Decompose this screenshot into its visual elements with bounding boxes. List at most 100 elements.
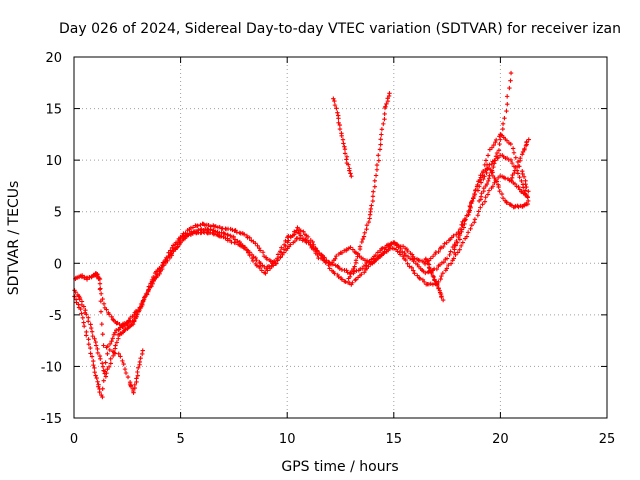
chart-title: Day 026 of 2024, Sidereal Day-to-day VTE… [59,21,621,37]
data-point [332,271,337,276]
data-point [466,212,471,218]
data-point [362,230,367,235]
y-tick-label: 5 [54,206,62,221]
data-point [238,244,244,249]
data-point [409,265,414,271]
data-point [441,260,447,265]
data-point [337,122,342,128]
data-point [247,250,252,255]
data-point [353,277,358,283]
data-point [526,189,531,194]
data-point [136,309,142,314]
data-point [181,231,186,236]
data-point [108,361,113,366]
data-point [93,343,99,348]
data-point [337,126,343,132]
data-point [360,236,366,242]
data-point [428,268,433,273]
data-point [84,333,89,338]
data-point [458,243,464,249]
data-point [359,272,364,277]
data-point [190,225,196,230]
data-point [301,229,306,234]
data-point [381,121,386,127]
data-point [508,178,514,183]
data-point [352,264,357,269]
data-point [107,347,112,353]
data-point [417,276,423,281]
data-point [110,353,116,359]
data-point [77,297,82,302]
data-point [498,132,504,137]
data-point [524,139,529,145]
data-point [481,176,486,182]
data-point [357,244,363,249]
data-point [504,94,510,99]
data-point [108,356,113,362]
data-point [505,101,510,107]
data-point [455,240,460,245]
data-point [332,98,337,104]
data-point [175,238,181,244]
data-point [92,365,97,371]
data-point [330,262,336,267]
data-point [147,285,153,290]
data-point [104,307,109,312]
data-point [497,189,502,194]
data-point [438,276,443,282]
data-point [422,261,428,267]
data-point [440,297,446,303]
data-point [353,258,359,263]
data-point [110,336,115,341]
data-point [375,250,381,255]
data-point [451,233,456,239]
data-point [526,137,531,142]
data-point [377,147,383,152]
data-point [134,314,139,319]
y-tick-label: -10 [41,360,62,375]
data-point [138,355,143,361]
data-point [460,240,466,245]
data-point [364,260,369,266]
data-point [384,101,389,107]
data-point [382,116,387,122]
data-point [487,173,492,178]
data-point [448,261,454,266]
data-point [500,121,506,127]
data-point [467,208,472,213]
data-point [350,247,356,252]
data-point [335,110,340,115]
tick-layer: 0 5 10 15 20 25 -15 -10 -5 0 5 10 15 20 [41,51,616,447]
data-point [405,248,410,254]
data-point [101,343,106,348]
data-point [498,137,503,142]
data-point [81,324,87,329]
data-point [279,245,284,250]
data-point [475,213,481,218]
data-point [104,371,109,376]
data-point [522,146,527,152]
data-point [121,361,126,367]
data-point [492,158,498,163]
data-point [168,252,173,257]
data-point [491,142,496,148]
data-point [89,354,95,359]
data-point [479,191,484,196]
data-point [450,244,456,250]
y-axis-label: SDTVAR / TECUs [6,181,22,296]
data-point [347,168,352,173]
data-point [521,174,527,180]
data-point [421,279,427,285]
data-point [201,229,206,234]
data-point [515,171,521,176]
data-point [125,374,131,380]
data-point [88,322,93,327]
data-point [336,274,341,280]
data-point [247,235,252,241]
data-point [148,281,153,286]
data-point [254,257,259,263]
data-point [483,195,488,200]
data-point [104,345,109,350]
data-point [294,228,299,233]
